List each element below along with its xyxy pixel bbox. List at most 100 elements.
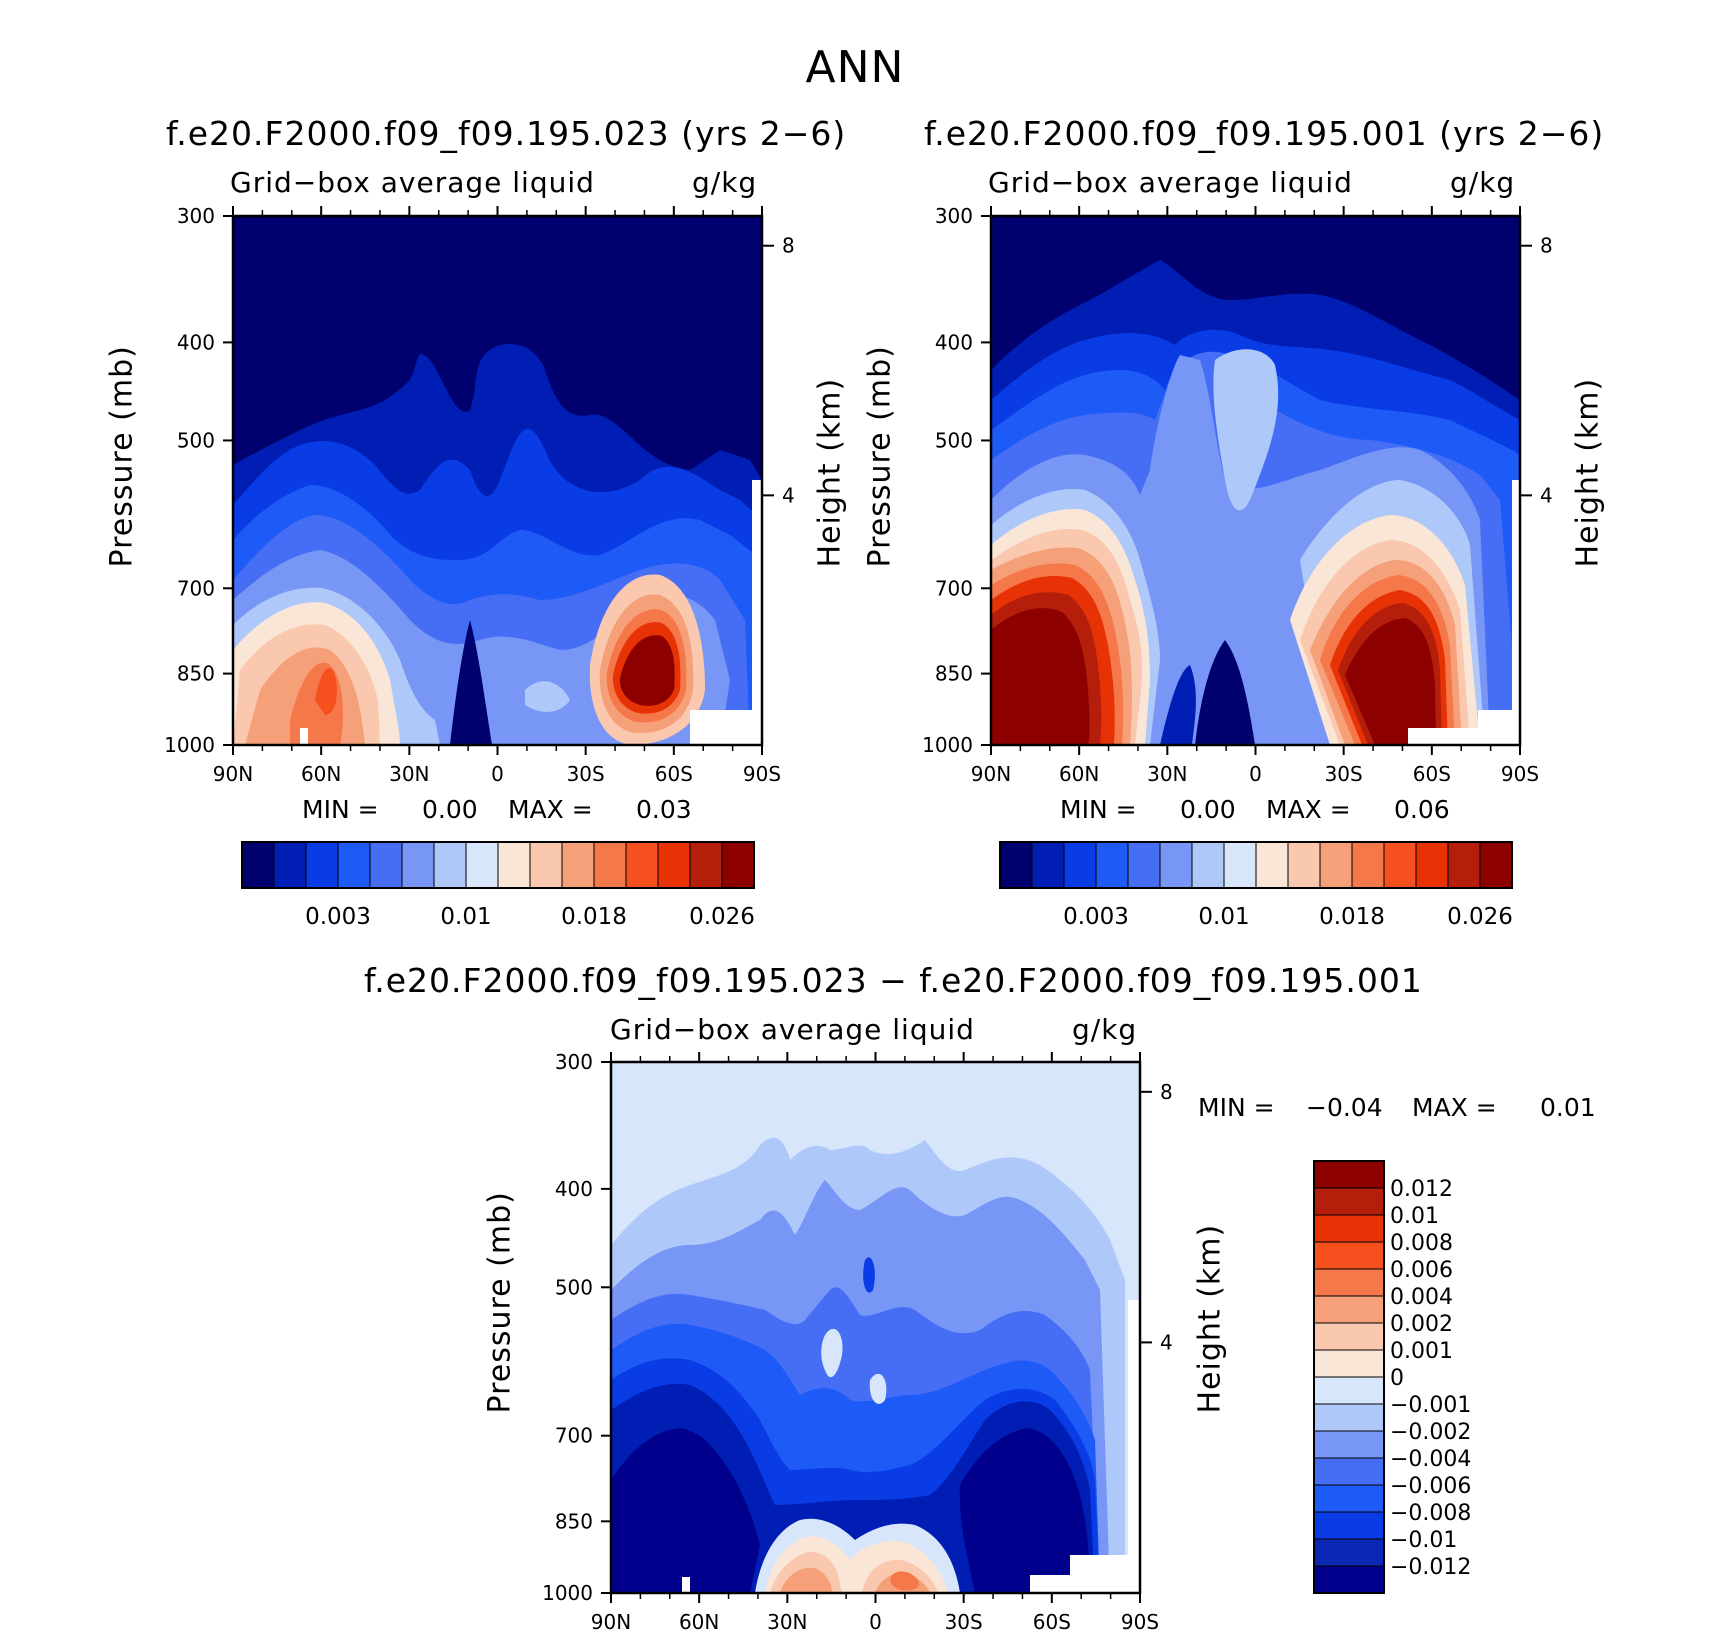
colorbar-box [1383,841,1417,889]
panel3-min-value: −0.04 [1306,1093,1383,1122]
colorbar-box [1313,1241,1385,1270]
colorbar-box [1313,1214,1385,1243]
colorbar-label: 0.026 [1447,904,1513,930]
panel1-units: g/kg [692,166,758,199]
colorbar-box [1159,841,1193,889]
panel2-max-label: MAX = [1266,795,1351,824]
pressure-tick-label: 400 [935,330,973,354]
colorbar-box [305,841,339,889]
lat-tick-label: 30S [945,1610,983,1634]
panel1-title: f.e20.F2000.f09_f09.195.023 (yrs 2−6) [166,114,847,153]
colorbar-box [273,841,307,889]
colorbar-label: 0.002 [1390,1312,1453,1337]
pressure-tick-label: 1000 [922,733,973,757]
lat-tick-label: 90S [743,762,781,786]
colorbar-box [721,841,755,889]
panel3-colorbar: 0.0120.010.0080.0060.0040.0020.0010−0.00… [1313,1160,1471,1594]
colorbar-box [1313,1538,1385,1567]
colorbar-box [465,841,499,889]
colorbar-label: 0.003 [305,904,371,930]
colorbar-box [401,841,435,889]
height-tick-label: 8 [782,234,795,258]
lat-tick-label: 60N [1059,762,1099,786]
colorbar-box [1313,1160,1385,1189]
pressure-tick-label: 500 [935,428,973,452]
colorbar-label: 0.003 [1063,904,1129,930]
colorbar-label: 0.012 [1390,1177,1453,1202]
colorbar-box [1313,1187,1385,1216]
panel2-axes: 300 400 500 700 850 1000 8 4 90N 60N 30N 0 30S 60S 90S [922,204,1553,786]
pressure-tick-label: 850 [177,662,215,686]
colorbar-box [657,841,691,889]
colorbar-box [1063,841,1097,889]
colorbar-box [1095,841,1129,889]
lat-tick-label: 30N [389,762,429,786]
lat-tick-label: 30N [1147,762,1187,786]
panel1-colorbar: 0.003 0.01 0.018 0.026 [241,841,755,930]
colorbar-label: 0.026 [689,904,755,930]
pressure-tick-label: 700 [177,576,215,600]
panel2-min-value: 0.00 [1180,795,1236,824]
colorbar-box [1313,1268,1385,1297]
lat-tick-label: 30N [767,1610,807,1634]
panel3-min-label: MIN = [1198,1093,1275,1122]
panel2-colorbar: 0.003 0.01 0.018 0.026 [999,841,1513,930]
lat-tick-label: 90N [591,1610,631,1634]
panel3-field [611,1062,1140,1593]
colorbar-box [689,841,723,889]
colorbar-box [1313,1457,1385,1486]
colorbar-frame [241,841,755,889]
colorbar-box [1031,841,1065,889]
colorbar-label: 0.008 [1390,1231,1453,1256]
colorbar-box [1255,841,1289,889]
panel2-subtitle: Grid−box average liquid [988,166,1353,199]
colorbar-box [1223,841,1257,889]
panel3-ylabel-right: Height (km) [1192,1223,1228,1414]
panel1-axes: 300 400 500 700 850 1000 8 4 90N 60N 30N 0 30S 60S 90S [164,204,795,786]
panel1-min-label: MIN = [302,795,379,824]
figure-title: ANN [805,42,905,93]
lat-tick-label: 90S [1121,1610,1159,1634]
lat-tick-label: 90N [971,762,1011,786]
lat-tick-label: 60S [1033,1610,1071,1634]
colorbar-label: 0.018 [561,904,627,930]
panel2-title: f.e20.F2000.f09_f09.195.001 (yrs 2−6) [924,114,1605,153]
height-tick-label: 8 [1540,234,1553,258]
panel2-ylabel-left: Pressure (mb) [862,345,898,568]
colorbar-box [1319,841,1353,889]
colorbar-box [1313,1295,1385,1324]
colorbar-box [1479,841,1513,889]
pressure-tick-label: 700 [935,576,973,600]
colorbar-box [1313,1349,1385,1378]
pressure-tick-label: 500 [177,428,215,452]
panel1-min-value: 0.00 [422,795,478,824]
height-tick-label: 4 [1540,483,1553,507]
pressure-tick-label: 400 [555,1177,593,1201]
colorbar-box [1313,1565,1385,1594]
colorbar-label: −0.004 [1390,1447,1471,1472]
colorbar-box [1313,1403,1385,1432]
panel1-subtitle: Grid−box average liquid [230,166,595,199]
lat-tick-label: 60S [655,762,693,786]
panel2-field [991,216,1520,745]
pressure-tick-label: 1000 [542,1581,593,1605]
panel1-ylabel-right: Height (km) [812,377,848,568]
colorbar-box [625,841,659,889]
panel3-axes: 300 400 500 700 850 1000 8 4 90N 60N 30N 0 30S 60S 90S [542,1050,1173,1634]
colorbar-box [497,841,531,889]
colorbar-label: 0.006 [1390,1258,1453,1283]
colorbar-box [1313,1376,1385,1405]
panel3-ylabel-left: Pressure (mb) [482,1191,518,1414]
pressure-tick-label: 400 [177,330,215,354]
pressure-tick-label: 300 [177,204,215,228]
colorbar-box [529,841,563,889]
lat-tick-label: 30S [567,762,605,786]
colorbar-box [1351,841,1385,889]
panel2-min-label: MIN = [1060,795,1137,824]
panel3-max-value: 0.01 [1540,1093,1596,1122]
panel3-units: g/kg [1072,1013,1138,1046]
colorbar-box [1415,841,1449,889]
colorbar-label: 0.004 [1390,1285,1453,1310]
colorbar-box [1313,1484,1385,1513]
